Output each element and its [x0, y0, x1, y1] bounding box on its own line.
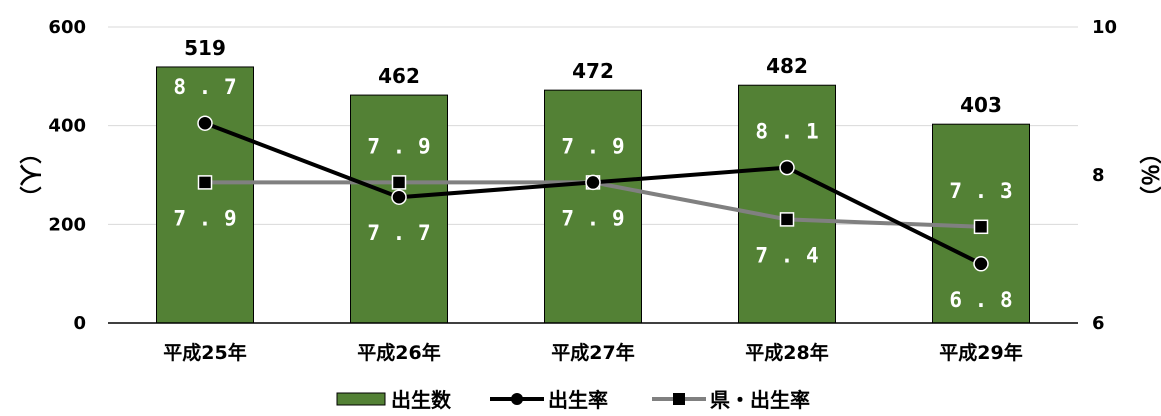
bar: [350, 94, 448, 324]
birth-rate-label: 6 . 8: [949, 288, 1012, 312]
y2-axis-title: （％）: [1136, 142, 1161, 208]
circle-marker: [779, 159, 795, 176]
prefecture-birth-rate-label: 7 . 9: [561, 206, 624, 230]
y2-tick-label: 10: [1092, 17, 1117, 38]
bar-value-label: 403: [960, 93, 1002, 117]
prefecture-birth-rate-label: 7 . 9: [367, 134, 430, 158]
circle-marker: [585, 174, 601, 191]
birth-rate-label: 8 . 7: [173, 75, 236, 99]
bar-value-label: 482: [766, 54, 808, 78]
birth-rate-label: 7 . 9: [561, 134, 624, 158]
legend-bar-swatch: [336, 392, 386, 406]
x-tick-label: 平成26年: [357, 341, 440, 364]
axes: 0 200 400 600 6 8 10 （人） （％） 平成25年 平成26年 平成27年 平成28年…: [16, 17, 1161, 364]
data-labels: 519 462 472 482 403 8 . 7 7 . 9 7 . 7 7 . 9 7 . 9…: [173, 36, 1012, 312]
bar-series: [156, 66, 1030, 324]
legend-label: 県・出生率: [710, 388, 810, 412]
square-marker: [197, 175, 213, 190]
prefecture-birth-rate-label: 7 . 4: [755, 243, 818, 267]
prefecture-birth-rate-label: 7 . 9: [173, 206, 236, 230]
square-marker: [391, 175, 407, 190]
bar: [738, 84, 836, 324]
y-tick-label: 200: [48, 214, 86, 235]
bar: [544, 89, 642, 324]
y-tick-label: 0: [73, 313, 86, 334]
bar-value-label: 519: [184, 36, 226, 60]
y-tick-label: 400: [48, 116, 86, 137]
y-axis-title: （人）: [16, 142, 41, 208]
x-tick-label: 平成27年: [551, 341, 634, 364]
legend-label: 出生数: [391, 388, 452, 412]
square-marker: [779, 212, 795, 227]
x-tick-label: 平成29年: [939, 341, 1022, 364]
x-tick-label: 平成25年: [163, 341, 246, 364]
birth-rate-label: 8 . 1: [755, 120, 818, 144]
birth-rate-label: 7 . 7: [367, 221, 430, 245]
bar-value-label: 472: [572, 59, 614, 83]
x-tick-label: 平成28年: [745, 341, 828, 364]
legend: 出生数 出生率 県・出生率: [336, 388, 810, 412]
square-marker: [973, 219, 989, 235]
legend-circle-marker: [511, 393, 523, 405]
bar-value-label: 462: [378, 64, 420, 88]
y-tick-label: 600: [48, 17, 86, 38]
line-series: [197, 115, 989, 272]
y2-tick-label: 8: [1092, 165, 1105, 186]
y2-tick-label: 6: [1092, 313, 1105, 334]
bar: [156, 66, 254, 324]
legend-label: 出生率: [548, 388, 608, 412]
circle-marker: [391, 189, 407, 205]
circle-marker: [197, 115, 213, 131]
circle-marker: [973, 256, 989, 272]
prefecture-birth-rate-label: 7 . 3: [949, 179, 1012, 203]
legend-square-marker: [673, 393, 685, 405]
